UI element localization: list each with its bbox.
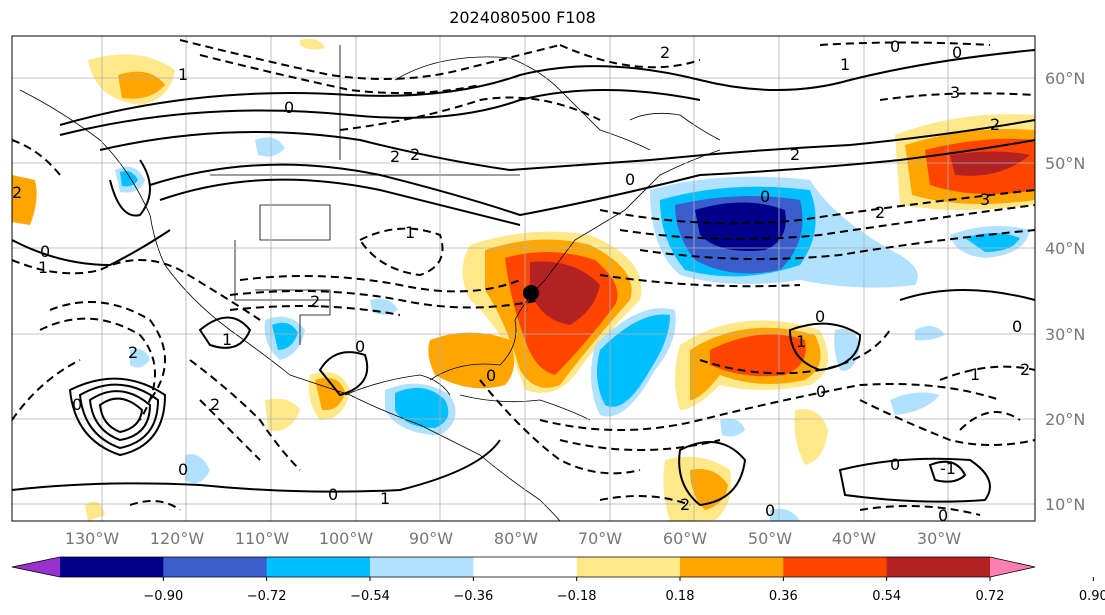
svg-text:2: 2 (680, 495, 690, 514)
svg-text:2: 2 (990, 115, 1000, 134)
colorbar-tick-label: −0.72 (247, 589, 287, 604)
svg-text:0: 0 (952, 43, 962, 62)
svg-text:1: 1 (970, 365, 980, 384)
svg-text:0: 0 (938, 506, 948, 525)
contour-labels: 1 0 2 2 2 0 0 1 3 2 2 3 2 0 0 1 2 0 1 2 … (12, 37, 1030, 525)
colorbar-tick-label: 0.72 (976, 589, 1005, 604)
svg-text:2: 2 (790, 145, 800, 164)
lat-label: 50°N (1045, 154, 1085, 173)
colorbar: −0.90 −0.72 −0.54 −0.36 −0.18 0.18 0.36 0.54 0.7… (11, 556, 1105, 604)
colorbar-tick-label: −0.36 (453, 589, 493, 604)
svg-text:2: 2 (210, 395, 220, 414)
svg-text:1: 1 (38, 258, 48, 277)
svg-text:0: 0 (72, 395, 82, 414)
lon-label: 40°W (832, 529, 876, 548)
longitude-labels: 130°W 120°W 110°W 100°W 90°W 80°W 70°W 6… (65, 529, 961, 548)
colorbar-segment (60, 557, 164, 577)
svg-text:0: 0 (890, 455, 900, 474)
lon-label: 120°W (150, 529, 205, 548)
lat-label: 10°N (1045, 495, 1085, 514)
lat-label: 40°N (1045, 239, 1085, 258)
lon-label: 130°W (65, 529, 120, 548)
colorbar-segment (163, 557, 268, 577)
colorbar-tick-label: 0.90 (1079, 589, 1105, 604)
svg-text:0: 0 (284, 98, 294, 117)
svg-text:0: 0 (1012, 317, 1022, 336)
lat-label: 20°N (1045, 410, 1085, 429)
svg-text:0: 0 (486, 366, 496, 385)
colorbar-tick-label: −0.90 (143, 589, 183, 604)
colorbar-segment (886, 557, 991, 577)
svg-text:0: 0 (815, 307, 825, 326)
lon-label: 50°W (748, 529, 792, 548)
svg-text:0: 0 (760, 187, 770, 206)
svg-text:1: 1 (380, 489, 390, 508)
svg-text:0: 0 (328, 485, 338, 504)
svg-text:2: 2 (128, 343, 138, 362)
storm-center-marker (523, 285, 539, 301)
svg-text:-1: -1 (940, 459, 956, 478)
colorbar-segment (576, 557, 681, 577)
lon-label: 80°W (494, 529, 538, 548)
svg-text:2: 2 (660, 43, 670, 62)
colorbar-tick-label: −0.54 (350, 589, 390, 604)
lon-label: 60°W (663, 529, 707, 548)
colorbar-segment (266, 557, 371, 577)
colorbar-tick-label: 0.36 (769, 589, 798, 604)
lon-label: 100°W (319, 529, 374, 548)
lat-label: 60°N (1045, 69, 1085, 88)
svg-text:1: 1 (405, 223, 415, 242)
lat-label: 30°N (1045, 325, 1085, 344)
svg-text:2: 2 (390, 147, 400, 166)
svg-text:2: 2 (12, 183, 22, 202)
latitude-labels: 60°N 50°N 40°N 30°N 20°N 10°N (1045, 69, 1085, 514)
map-frame (11, 35, 1036, 522)
colorbar-segment (370, 557, 474, 577)
svg-text:0: 0 (355, 337, 365, 356)
svg-text:2: 2 (410, 145, 420, 164)
colorbar-extend-max (990, 557, 1035, 577)
colorbar-extend-min (12, 557, 60, 577)
svg-text:1: 1 (840, 55, 850, 74)
svg-text:1: 1 (178, 65, 188, 84)
svg-text:1: 1 (222, 330, 232, 349)
colorbar-segment (783, 557, 888, 577)
svg-text:2: 2 (1020, 360, 1030, 379)
colorbar-outline (11, 556, 1036, 578)
colorbar-tick-label: 0.54 (872, 589, 901, 604)
dashed-contours (12, 39, 1035, 516)
colorbar-segment (680, 557, 784, 577)
svg-text:0: 0 (816, 382, 826, 401)
lon-label: 30°W (917, 529, 961, 548)
svg-text:3: 3 (980, 190, 990, 209)
svg-text:0: 0 (890, 37, 900, 56)
colorbar-tick-label: −0.18 (557, 589, 597, 604)
svg-text:0: 0 (40, 242, 50, 261)
lon-label: 110°W (235, 529, 290, 548)
colorbar-segment (473, 557, 578, 577)
lon-label: 70°W (578, 529, 622, 548)
svg-text:1: 1 (796, 332, 806, 351)
colorbar-tick-label: 0.18 (666, 589, 695, 604)
svg-text:0: 0 (765, 501, 775, 520)
svg-text:2: 2 (875, 203, 885, 222)
svg-text:2: 2 (310, 292, 320, 311)
map-title: 2024080500 F108 (449, 8, 596, 27)
shaded-anomalies (12, 39, 1035, 521)
svg-text:3: 3 (950, 83, 960, 102)
svg-text:0: 0 (178, 460, 188, 479)
lon-label: 90°W (409, 529, 453, 548)
svg-text:0: 0 (625, 170, 635, 189)
